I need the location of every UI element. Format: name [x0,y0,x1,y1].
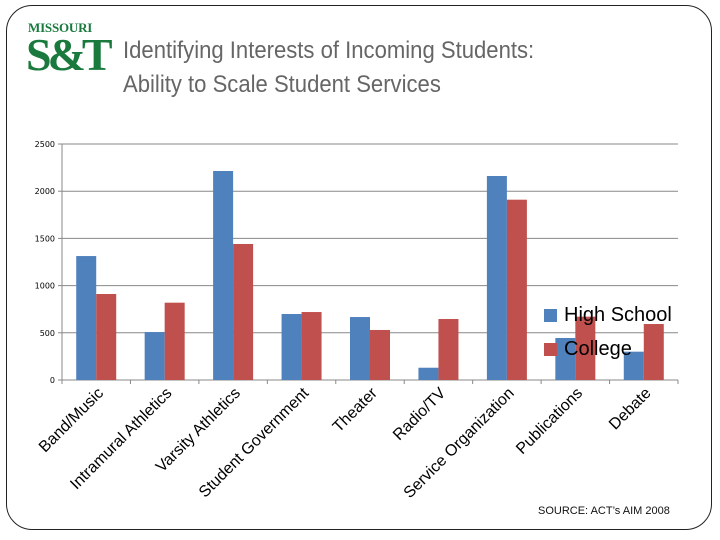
slide-title: Identifying Interests of Incoming Studen… [123,34,534,102]
y-tick-label: 500 [40,329,55,338]
bar-college [96,294,117,380]
bar-high-school [144,332,165,380]
title-line-1: Identifying Interests of Incoming Studen… [123,37,535,64]
y-tick-label: 0 [50,376,55,385]
bar-college [233,243,254,380]
source-note: SOURCE: ACT’s AIM 2008 [538,505,670,517]
bar-college [506,199,527,380]
y-tick-label: 2500 [35,140,55,149]
legend-label: High School [564,303,672,326]
legend-item: High School [544,298,672,332]
bar-college [575,316,596,380]
y-tick-label: 1500 [35,234,55,243]
bar-college [643,324,664,380]
x-category-label: Theater [330,384,381,435]
bar-college [438,319,459,380]
bar-high-school [350,317,370,380]
bar-college [370,329,390,380]
bar-high-school [418,367,439,380]
x-category-label: Service Organization [401,385,518,502]
bar-high-school [281,314,302,380]
bar-high-school [213,170,234,380]
bar-high-school [555,337,576,380]
y-tick-label: 2000 [35,187,55,196]
logo-main-text: S&T [26,29,113,80]
x-category-label: Band/Music [36,385,107,456]
bar-college [164,302,185,380]
legend-label: College [564,337,632,360]
legend-swatch-icon [544,342,557,356]
bar-high-school [623,351,644,380]
legend-item: College [544,332,672,366]
x-category-label: Debate [606,385,655,434]
missouri-st-logo: MISSOURI S&T [26,20,113,86]
chart-legend: High School College [544,298,672,366]
bar-college [301,312,322,380]
legend-swatch-icon [544,308,557,322]
title-line-2: Ability to Scale Student Services [123,71,441,98]
logo-top-text: MISSOURI [28,20,93,35]
slide-frame [6,5,712,530]
x-category-label: Radio/TV [390,385,449,444]
y-tick-label: 1000 [35,282,55,291]
bar-high-school [76,256,97,380]
bar-high-school [486,176,507,380]
x-category-label: Publications [513,385,586,458]
